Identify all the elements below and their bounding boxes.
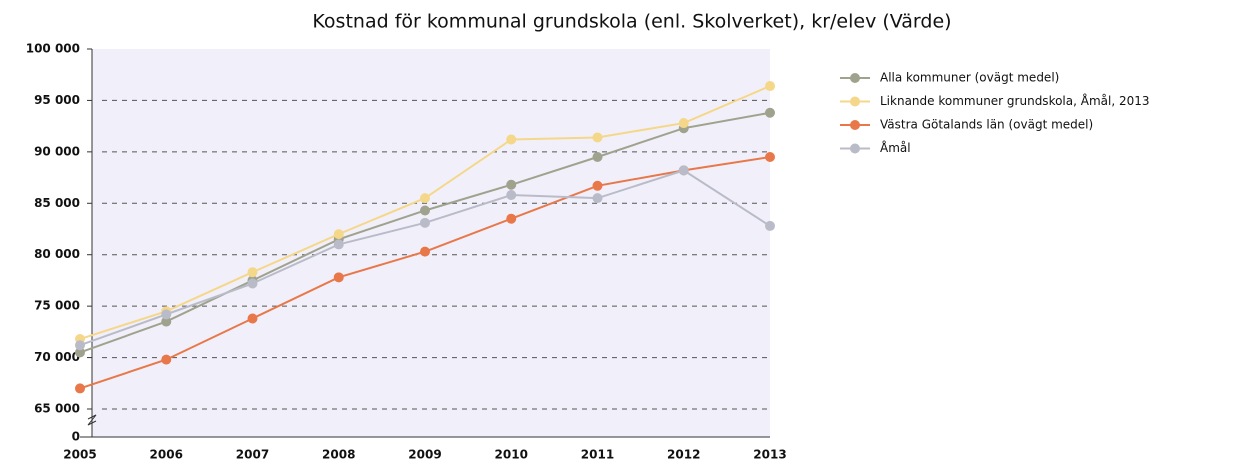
data-point — [420, 246, 430, 257]
x-tick-label: 2011 — [581, 448, 614, 462]
data-point — [75, 347, 85, 358]
data-point — [75, 383, 85, 394]
x-tick-label: 2013 — [753, 448, 786, 462]
plot-background — [92, 49, 770, 437]
x-tick-label: 2005 — [63, 448, 96, 462]
legend-label: Liknande kommuner grundskola, Åmål, 2013 — [880, 93, 1150, 108]
data-point — [333, 272, 344, 283]
data-point — [506, 134, 517, 145]
y-tick-label: 70 000 — [34, 350, 80, 364]
data-point — [592, 152, 603, 162]
y-tick-label: 80 000 — [34, 247, 80, 261]
y-tick-label: 85 000 — [34, 196, 80, 210]
x-tick-label: 2007 — [236, 448, 269, 462]
axis-break — [87, 414, 97, 426]
y-tick-label: 100 000 — [26, 42, 80, 56]
data-point — [420, 205, 430, 216]
data-point — [420, 217, 430, 228]
data-point — [592, 180, 603, 191]
data-point — [678, 118, 689, 129]
data-point — [678, 165, 689, 176]
data-point — [506, 179, 517, 190]
y-tick-label: 65 000 — [34, 402, 80, 416]
x-tick-label: 2008 — [322, 448, 355, 462]
data-point — [161, 309, 172, 320]
data-point — [592, 132, 603, 143]
chart-title: Kostnad för kommunal grundskola (enl. Sk… — [312, 11, 951, 33]
data-point — [161, 354, 172, 365]
y-tick-label: 0 — [72, 430, 80, 444]
data-point — [333, 229, 344, 240]
x-tick-label: 2009 — [408, 448, 441, 462]
x-tick-label: 2012 — [667, 448, 700, 462]
y-tick-label: 75 000 — [34, 299, 80, 313]
legend-label: Västra Götalands län (ovägt medel) — [880, 118, 1093, 132]
data-point — [506, 213, 517, 224]
y-tick-label: 95 000 — [34, 93, 80, 107]
data-point — [765, 152, 775, 162]
data-point — [765, 220, 775, 231]
legend-marker — [850, 120, 860, 130]
data-point — [161, 316, 172, 327]
y-tick-label: 90 000 — [34, 144, 80, 158]
data-point — [75, 340, 85, 351]
data-point — [247, 313, 258, 324]
data-point — [765, 81, 775, 92]
legend-marker — [850, 73, 860, 83]
legend-marker — [850, 143, 860, 154]
data-point — [420, 193, 430, 204]
data-point — [247, 267, 258, 278]
legend-label: Alla kommuner (ovägt medel) — [880, 71, 1059, 85]
data-point — [592, 193, 603, 204]
data-point — [333, 239, 344, 250]
legend-marker — [850, 96, 860, 107]
data-point — [247, 278, 258, 289]
x-tick-label: 2006 — [150, 448, 183, 462]
x-tick-label: 2010 — [495, 448, 528, 462]
data-point — [765, 107, 775, 118]
legend-label: Åmål — [880, 140, 911, 155]
data-point — [506, 190, 517, 201]
